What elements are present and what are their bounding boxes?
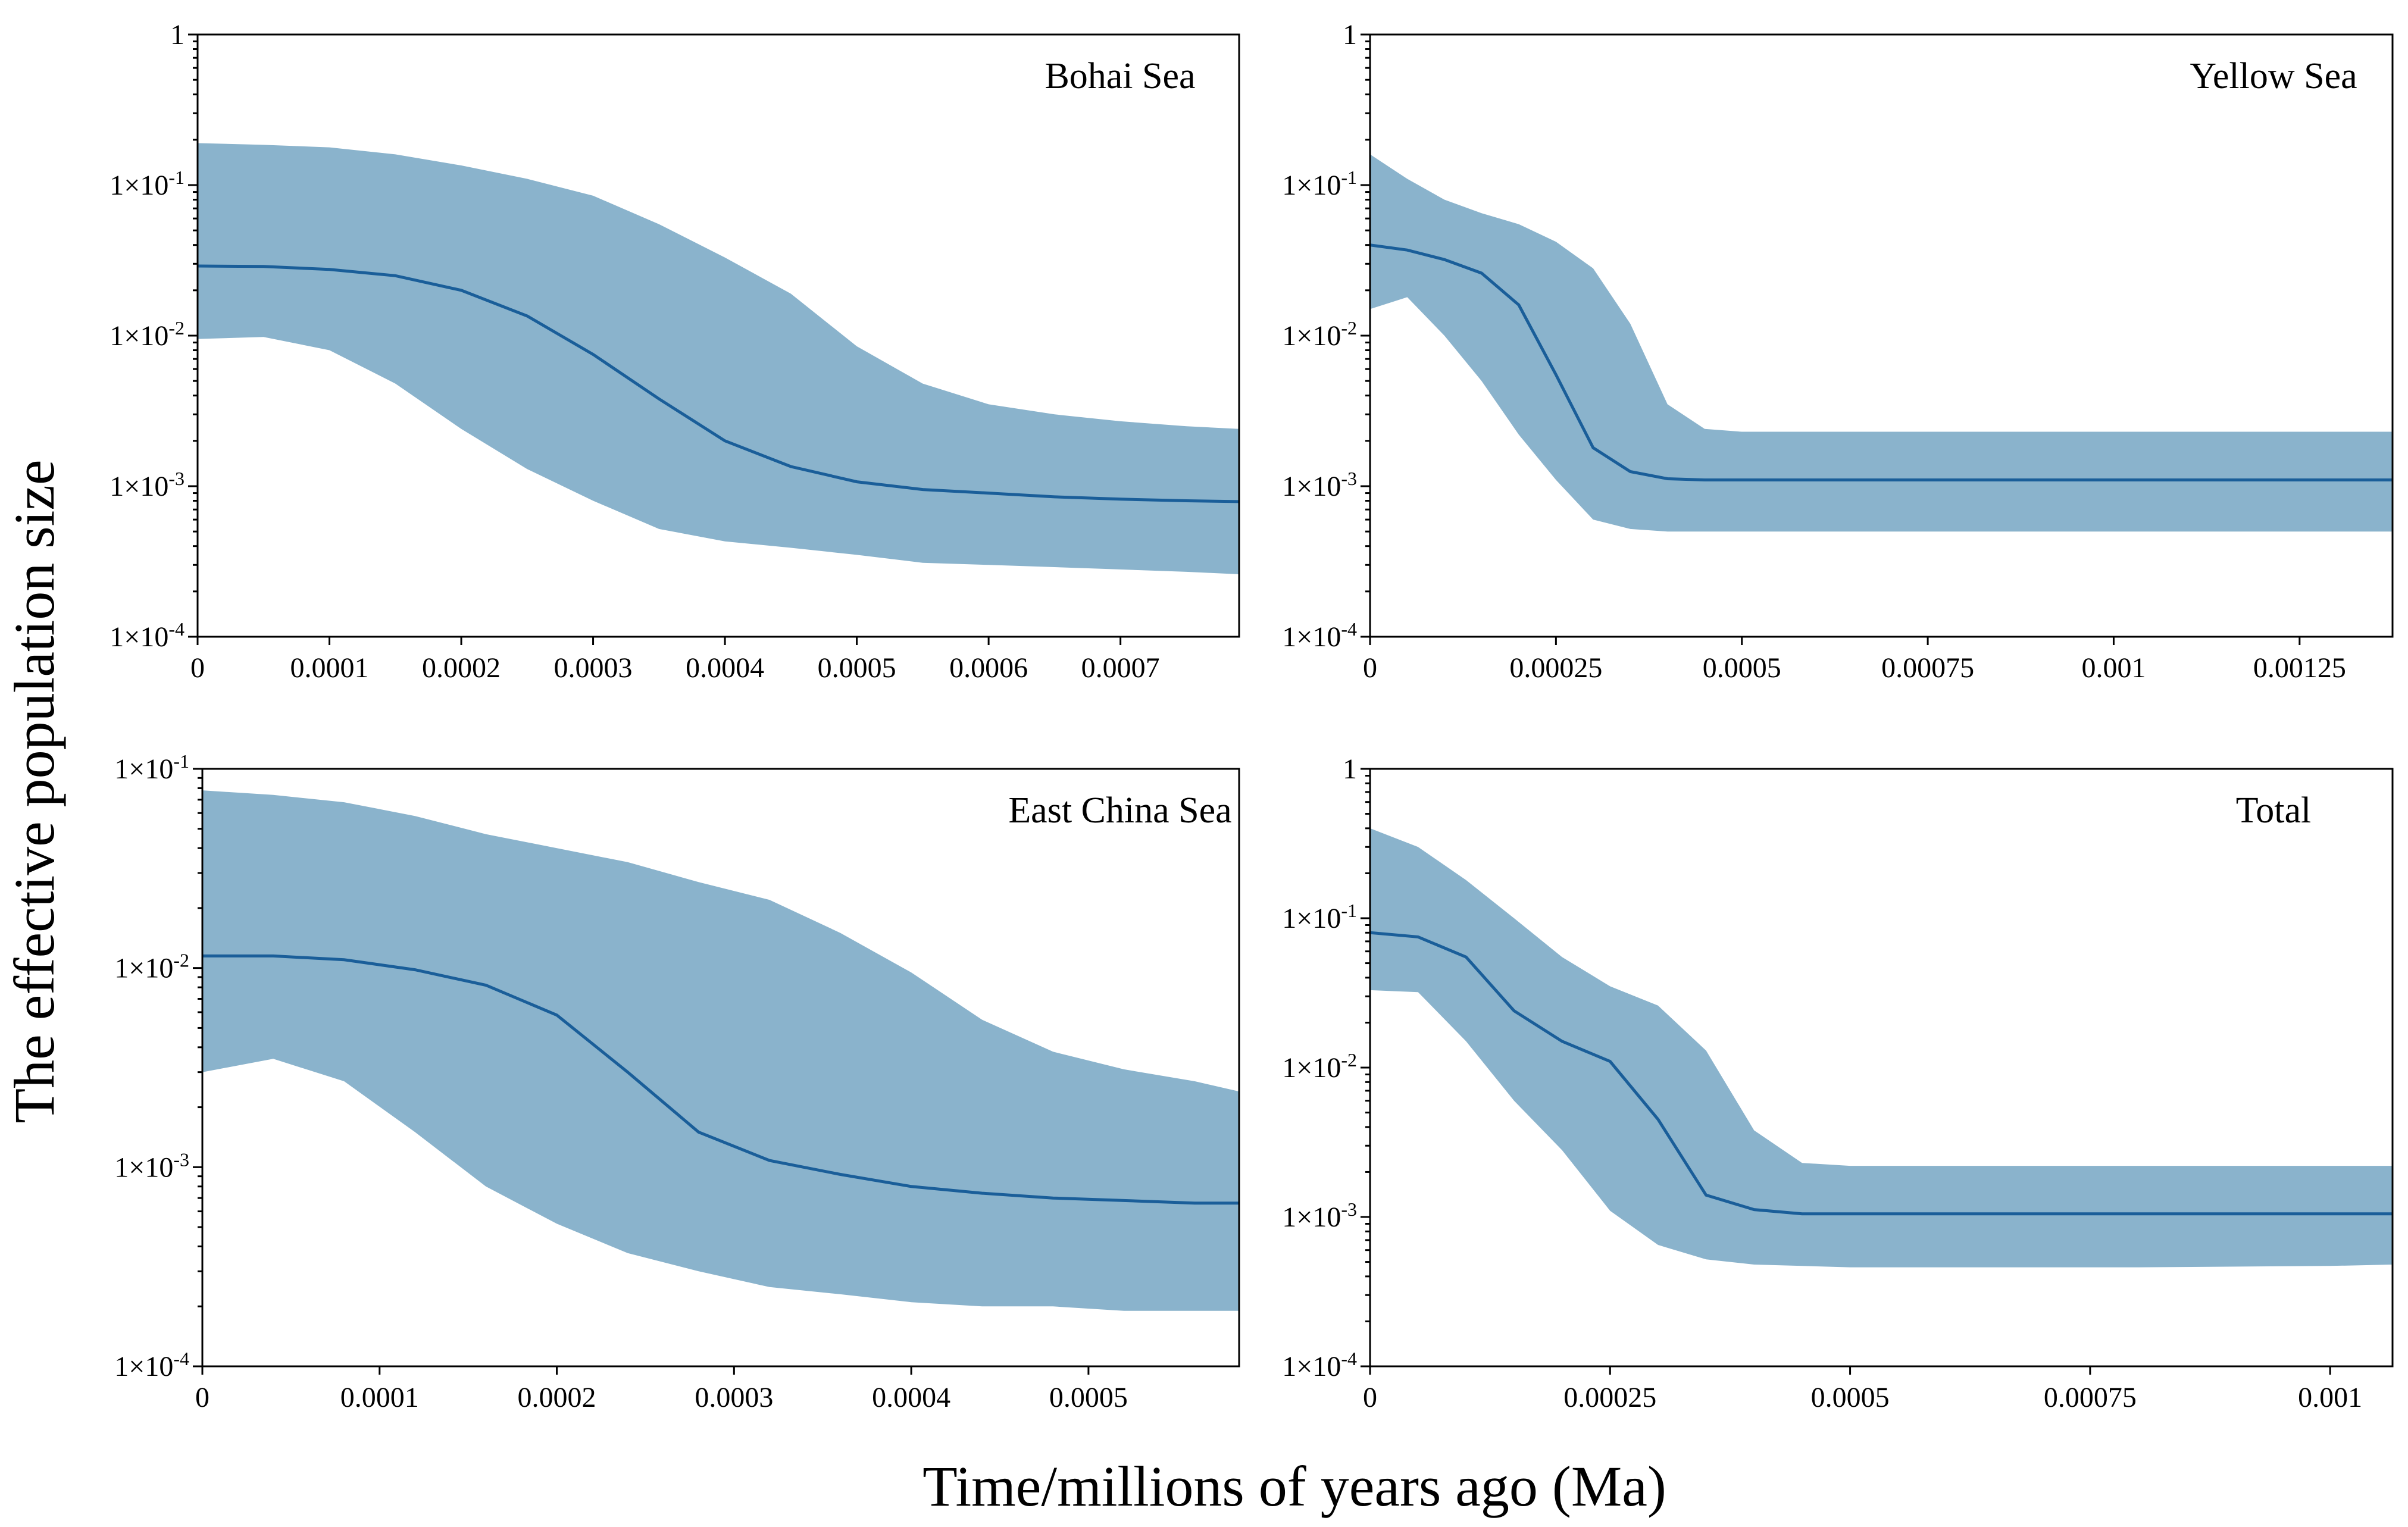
yellow-sea-x-tick-label: 0.00075 xyxy=(1881,652,1974,684)
bohai-sea-panel-title: Bohai Sea xyxy=(1044,56,1195,96)
east-china-sea-x-tick-label: 0.0004 xyxy=(872,1382,950,1413)
total-x-tick-label: 0.001 xyxy=(2298,1382,2362,1413)
total-y-tick-label: 1×10-3 xyxy=(1282,1199,1357,1233)
bohai-sea-y-tick-label: 1 xyxy=(170,19,184,51)
east-china-sea-y-tick-label: 1×10-2 xyxy=(114,950,189,984)
east-china-sea-x-tick-label: 0 xyxy=(195,1382,209,1413)
total-hpd-band xyxy=(1370,828,2393,1268)
total-y-tick-label: 1×10-1 xyxy=(1282,900,1357,934)
bohai-sea-y-tick-label: 1×10-1 xyxy=(110,167,184,201)
total-x-tick-label: 0.00075 xyxy=(2044,1382,2137,1413)
yellow-sea-y-tick-label: 1×10-2 xyxy=(1282,317,1357,352)
total-median-line xyxy=(1370,931,2393,1216)
yellow-sea-x-tick-label: 0.001 xyxy=(2081,652,2146,684)
bohai-sea-x-tick-label: 0.0004 xyxy=(686,652,764,684)
bohai-sea-x-tick-label: 0.0003 xyxy=(554,652,633,684)
yellow-sea-y-tick-label: 1 xyxy=(1343,19,1357,51)
yellow-sea-median-line xyxy=(1370,243,2393,481)
panel-east-china-sea: 0 0.0001 0.0002 0.0003 0.0004 0.0005 1×10-4 1×1… xyxy=(114,750,1240,1413)
bohai-sea-y-tick-label: 1×10-2 xyxy=(110,317,184,352)
figure-x-label: Time/millions of years ago (Ma) xyxy=(922,1454,1666,1518)
total-y-tick-label: 1×10-4 xyxy=(1282,1348,1357,1382)
yellow-sea-x-tick-label: 0.0005 xyxy=(1703,652,1781,684)
east-china-sea-hpd-band xyxy=(202,790,1239,1311)
yellow-sea-hpd-band xyxy=(1370,154,2393,532)
yellow-sea-x-tick-label: 0.00025 xyxy=(1509,652,1602,684)
yellow-sea-y-tick-label: 1×10-4 xyxy=(1282,618,1357,653)
bohai-sea-x-tick-label: 0.0001 xyxy=(290,652,369,684)
total-x-tick-label: 0.00025 xyxy=(1563,1382,1656,1413)
figure-y-label: The effective population size xyxy=(2,459,66,1123)
bohai-sea-x-tick-label: 0 xyxy=(190,652,205,684)
bohai-sea-y-tick-label: 1×10-4 xyxy=(110,618,184,653)
bohai-sea-x-tick-label: 0.0006 xyxy=(949,652,1028,684)
east-china-sea-x-tick-label: 0.0002 xyxy=(518,1382,596,1413)
east-china-sea-x-tick-label: 0.0001 xyxy=(340,1382,419,1413)
east-china-sea-median-line xyxy=(202,954,1239,1205)
total-panel-title: Total xyxy=(2236,790,2312,831)
yellow-sea-y-tick-label: 1×10-3 xyxy=(1282,468,1357,502)
panel-yellow-sea: 0 0.00025 0.0005 0.00075 0.001 0.00125 1×10-4 1… xyxy=(1282,19,2394,684)
east-china-sea-y-tick-label: 1×10-3 xyxy=(114,1149,189,1183)
east-china-sea-x-tick-label: 0.0003 xyxy=(695,1382,773,1413)
panel-total: 0 0.00025 0.0005 0.00075 0.001 1×10-4 1×10-3 1×… xyxy=(1282,753,2394,1413)
east-china-sea-y-tick-label: 1×10-1 xyxy=(114,750,189,785)
yellow-sea-y-tick-label: 1×10-1 xyxy=(1282,167,1357,201)
bohai-sea-x-tick-label: 0.0005 xyxy=(818,652,896,684)
bohai-sea-median-line xyxy=(198,264,1239,503)
total-y-tick-label: 1 xyxy=(1343,753,1357,785)
panel-bohai-sea: 0 0.0001 0.0002 0.0003 0.0004 0.0005 0.0006 0.0… xyxy=(110,19,1240,684)
bohai-sea-x-tick-label: 0.0002 xyxy=(422,652,501,684)
east-china-sea-plot-frame xyxy=(201,768,1240,1368)
total-y-tick-label: 1×10-2 xyxy=(1282,1049,1357,1084)
yellow-sea-x-tick-label: 0.00125 xyxy=(2253,652,2346,684)
east-china-sea-panel-title: East China Sea xyxy=(1008,790,1231,831)
east-china-sea-y-tick-label: 1×10-4 xyxy=(114,1348,189,1382)
east-china-sea-x-tick-label: 0.0005 xyxy=(1049,1382,1128,1413)
yellow-sea-panel-title: Yellow Sea xyxy=(2190,56,2357,96)
bohai-sea-hpd-band xyxy=(198,143,1239,574)
yellow-sea-x-tick-label: 0 xyxy=(1363,652,1377,684)
bohai-sea-y-tick-label: 1×10-3 xyxy=(110,468,184,502)
total-x-tick-label: 0 xyxy=(1363,1382,1377,1413)
total-x-tick-label: 0.0005 xyxy=(1811,1382,1890,1413)
bohai-sea-x-tick-label: 0.0007 xyxy=(1081,652,1160,684)
